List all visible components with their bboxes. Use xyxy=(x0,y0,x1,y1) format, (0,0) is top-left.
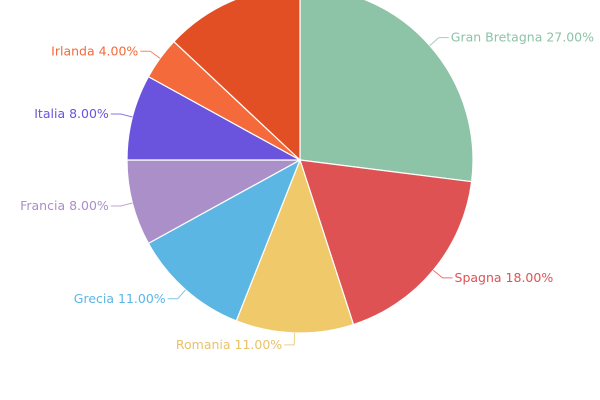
slice-label: Grecia 11.00% xyxy=(74,291,166,306)
pie-slices xyxy=(126,0,474,334)
leader-line xyxy=(432,269,453,279)
slice-label: Spagna 18.00% xyxy=(455,270,554,285)
slice-label: Francia 8.00% xyxy=(20,198,109,213)
leader-line xyxy=(429,37,449,46)
pie-slice-gran-bretagna[interactable] xyxy=(299,0,474,183)
leader-line xyxy=(110,202,133,207)
pie-slice-grecia[interactable] xyxy=(147,158,302,322)
leader-line xyxy=(140,50,161,59)
slice-labels: Gran Bretagna 27.00% Spagna 18.00% Romania… xyxy=(20,30,594,352)
label-leader-lines xyxy=(110,37,453,346)
slice-label: Italia 8.00% xyxy=(34,106,109,121)
slice-label: Irlanda 4.00% xyxy=(51,43,138,58)
leader-line xyxy=(167,289,186,300)
pie-slice-romania[interactable] xyxy=(235,158,355,334)
slice-label: Romania 11.00% xyxy=(176,337,282,352)
slice-label: Gran Bretagna 27.00% xyxy=(451,30,594,45)
leader-line xyxy=(284,332,296,346)
pie-slice-unlabeled[interactable] xyxy=(173,0,301,162)
leader-line xyxy=(110,113,133,118)
